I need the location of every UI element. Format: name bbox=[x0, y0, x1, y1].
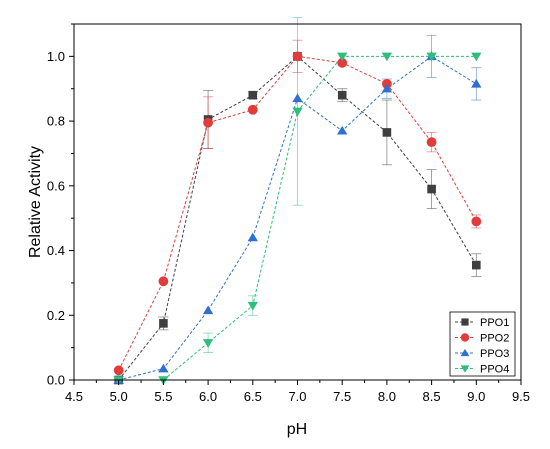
data-point-ppo4 bbox=[381, 52, 393, 62]
data-point-ppo2 bbox=[203, 117, 214, 128]
x-tick-label: 8.5 bbox=[423, 389, 441, 404]
y-axis-title: Relative Activity bbox=[27, 146, 44, 258]
legend-box bbox=[449, 311, 516, 377]
legend: PPO1 PPO2 PPO3 PPO4 bbox=[449, 311, 516, 377]
data-point-ppo4 bbox=[292, 107, 303, 117]
x-axis-title: pH bbox=[287, 421, 307, 438]
data-point-ppo2 bbox=[292, 51, 303, 62]
data-point-ppo3 bbox=[337, 125, 348, 135]
legend-entry-ppo4: PPO4 bbox=[455, 364, 509, 376]
data-point-ppo1 bbox=[159, 319, 168, 328]
legend-entry-ppo1: PPO1 bbox=[455, 317, 509, 329]
data-point-ppo3 bbox=[202, 305, 214, 315]
legend-marker bbox=[460, 365, 470, 373]
legend-label: PPO1 bbox=[480, 317, 509, 329]
legend-entry-ppo3: PPO3 bbox=[455, 348, 509, 360]
legend-entry-ppo2: PPO2 bbox=[455, 333, 509, 345]
x-tick-label: 7.0 bbox=[288, 389, 306, 404]
data-point-ppo2 bbox=[247, 104, 258, 115]
legend-marker bbox=[460, 333, 470, 342]
x-tick-label: 9.0 bbox=[467, 389, 485, 404]
x-tick-label: 6.5 bbox=[244, 389, 262, 404]
data-point-ppo1 bbox=[382, 128, 392, 137]
y-tick-label: 0.4 bbox=[47, 243, 65, 258]
x-tick-label: 8.0 bbox=[378, 389, 396, 404]
x-tick-label: 5.5 bbox=[154, 389, 172, 404]
data-point-ppo4 bbox=[471, 52, 482, 62]
data-point-ppo3 bbox=[381, 83, 393, 93]
y-tick-label: 0.6 bbox=[47, 178, 65, 193]
data-point-ppo1 bbox=[427, 184, 436, 194]
data-point-ppo2 bbox=[337, 57, 348, 68]
data-point-ppo4 bbox=[426, 52, 437, 62]
x-tick-label: 9.5 bbox=[512, 389, 530, 404]
data-point-ppo3 bbox=[292, 93, 303, 103]
data-point-ppo3 bbox=[471, 78, 482, 88]
data-point-ppo4 bbox=[247, 301, 258, 311]
x-tick-label: 6.0 bbox=[199, 389, 217, 404]
x-tick-label: 7.5 bbox=[333, 389, 351, 404]
data-point-ppo1 bbox=[472, 260, 481, 270]
y-tick-label: 0.2 bbox=[47, 308, 65, 323]
data-point-ppo3 bbox=[247, 232, 258, 242]
y-tick-label: 0.8 bbox=[47, 114, 65, 129]
data-point-ppo4 bbox=[337, 52, 348, 62]
legend-marker bbox=[461, 318, 469, 326]
data-point-ppo2 bbox=[113, 365, 124, 376]
x-tick-label: 5.0 bbox=[110, 389, 128, 404]
legend-label: PPO4 bbox=[480, 364, 509, 376]
data-point-ppo3 bbox=[158, 363, 169, 373]
data-point-ppo4 bbox=[202, 339, 214, 348]
y-tick-label: 0.0 bbox=[47, 373, 65, 388]
data-point-ppo2 bbox=[471, 216, 482, 227]
legend-label: PPO2 bbox=[480, 333, 509, 345]
legend-label: PPO3 bbox=[480, 348, 509, 360]
legend-marker bbox=[460, 348, 470, 357]
y-tick-label: 1.0 bbox=[47, 49, 65, 64]
data-point-ppo2 bbox=[426, 137, 437, 148]
data-point-ppo1 bbox=[248, 90, 258, 100]
x-tick-label: 4.5 bbox=[65, 389, 83, 404]
data-point-ppo2 bbox=[158, 276, 169, 287]
data-point-ppo1 bbox=[337, 90, 347, 100]
